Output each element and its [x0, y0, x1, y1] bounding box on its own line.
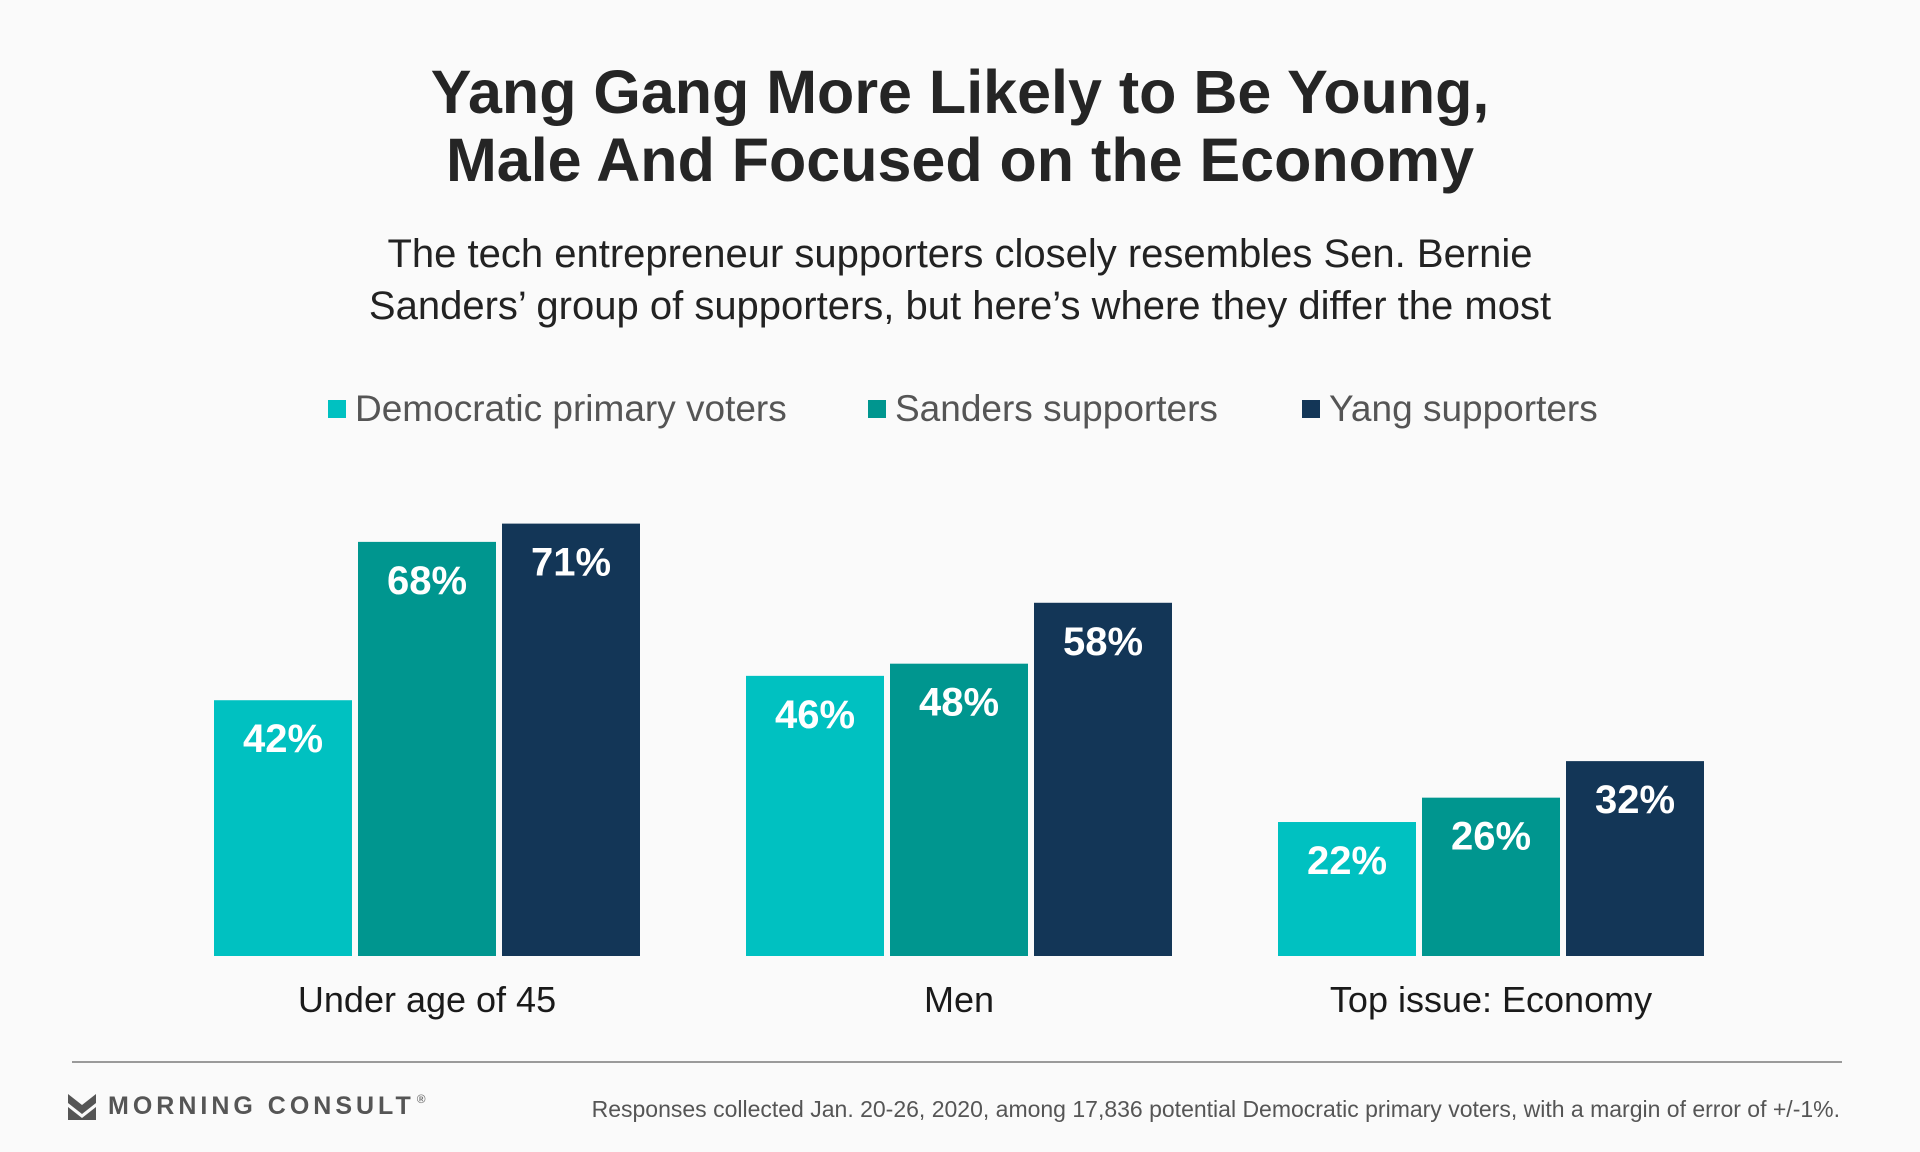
chart-legend: Democratic primary voters Sanders suppor… [0, 388, 1920, 438]
category-label-men: Men [924, 979, 994, 1020]
bar-men-yang [1034, 602, 1172, 956]
brand-name: MORNING CONSULT ® [108, 1092, 430, 1120]
bar-economy-sanders [1422, 797, 1560, 956]
legend-swatch-yang [1302, 400, 1320, 418]
legend-swatch-sanders [868, 400, 886, 418]
bar-men-sanders [890, 663, 1028, 956]
brand-registered-mark: ® [416, 1092, 430, 1106]
chart-title-line-2: Male And Focused on the Economy [445, 126, 1475, 194]
brand-logo: MORNING CONSULT ® [68, 1092, 430, 1121]
category-label-under-45: Under age of 45 [298, 979, 556, 1020]
legend-item-sanders: Sanders supporters [868, 388, 1218, 430]
bar-economy-yang [1566, 761, 1704, 956]
legend-label-yang: Yang supporters [1329, 388, 1598, 429]
bar-under-45-democratic [214, 700, 352, 956]
footnote: Responses collected Jan. 20-26, 2020, am… [591, 1096, 1840, 1122]
bar-under-45-yang [502, 523, 640, 956]
bar-label-economy-sanders: 26% [1451, 815, 1531, 859]
legend-swatch-democratic [328, 400, 346, 418]
legend-label-democratic: Democratic primary voters [355, 388, 787, 429]
morning-consult-logo-icon [68, 1093, 96, 1120]
bar-under-45-sanders [358, 541, 496, 956]
legend-item-yang: Yang supporters [1302, 388, 1598, 430]
legend-label-sanders: Sanders supporters [895, 388, 1218, 429]
bar-label-under-45-sanders: 68% [387, 559, 467, 603]
bar-economy-democratic [1278, 822, 1416, 956]
bar-label-men-democratic: 46% [775, 693, 855, 737]
footer-divider [72, 1061, 1842, 1063]
bar-label-economy-democratic: 22% [1307, 839, 1387, 883]
bar-label-economy-yang: 32% [1595, 778, 1675, 822]
bar-men-democratic [746, 675, 884, 956]
chart-subtitle: The tech entrepreneur supporters closely… [0, 228, 1920, 332]
category-label-economy: Top issue: Economy [1330, 979, 1652, 1020]
chart-subtitle-line-1: The tech entrepreneur supporters closely… [387, 232, 1533, 276]
bar-label-men-sanders: 48% [919, 681, 999, 725]
bar-label-men-yang: 58% [1063, 620, 1143, 664]
chart-title: Yang Gang More Likely to Be Young, Male … [0, 58, 1920, 194]
legend-item-democratic: Democratic primary voters [328, 388, 787, 430]
chart-subtitle-line-2: Sanders’ group of supporters, but here’s… [368, 284, 1552, 328]
bar-label-under-45-democratic: 42% [243, 717, 323, 761]
bar-label-under-45-yang: 71% [531, 541, 611, 585]
chart-title-line-1: Yang Gang More Likely to Be Young, [430, 58, 1490, 126]
